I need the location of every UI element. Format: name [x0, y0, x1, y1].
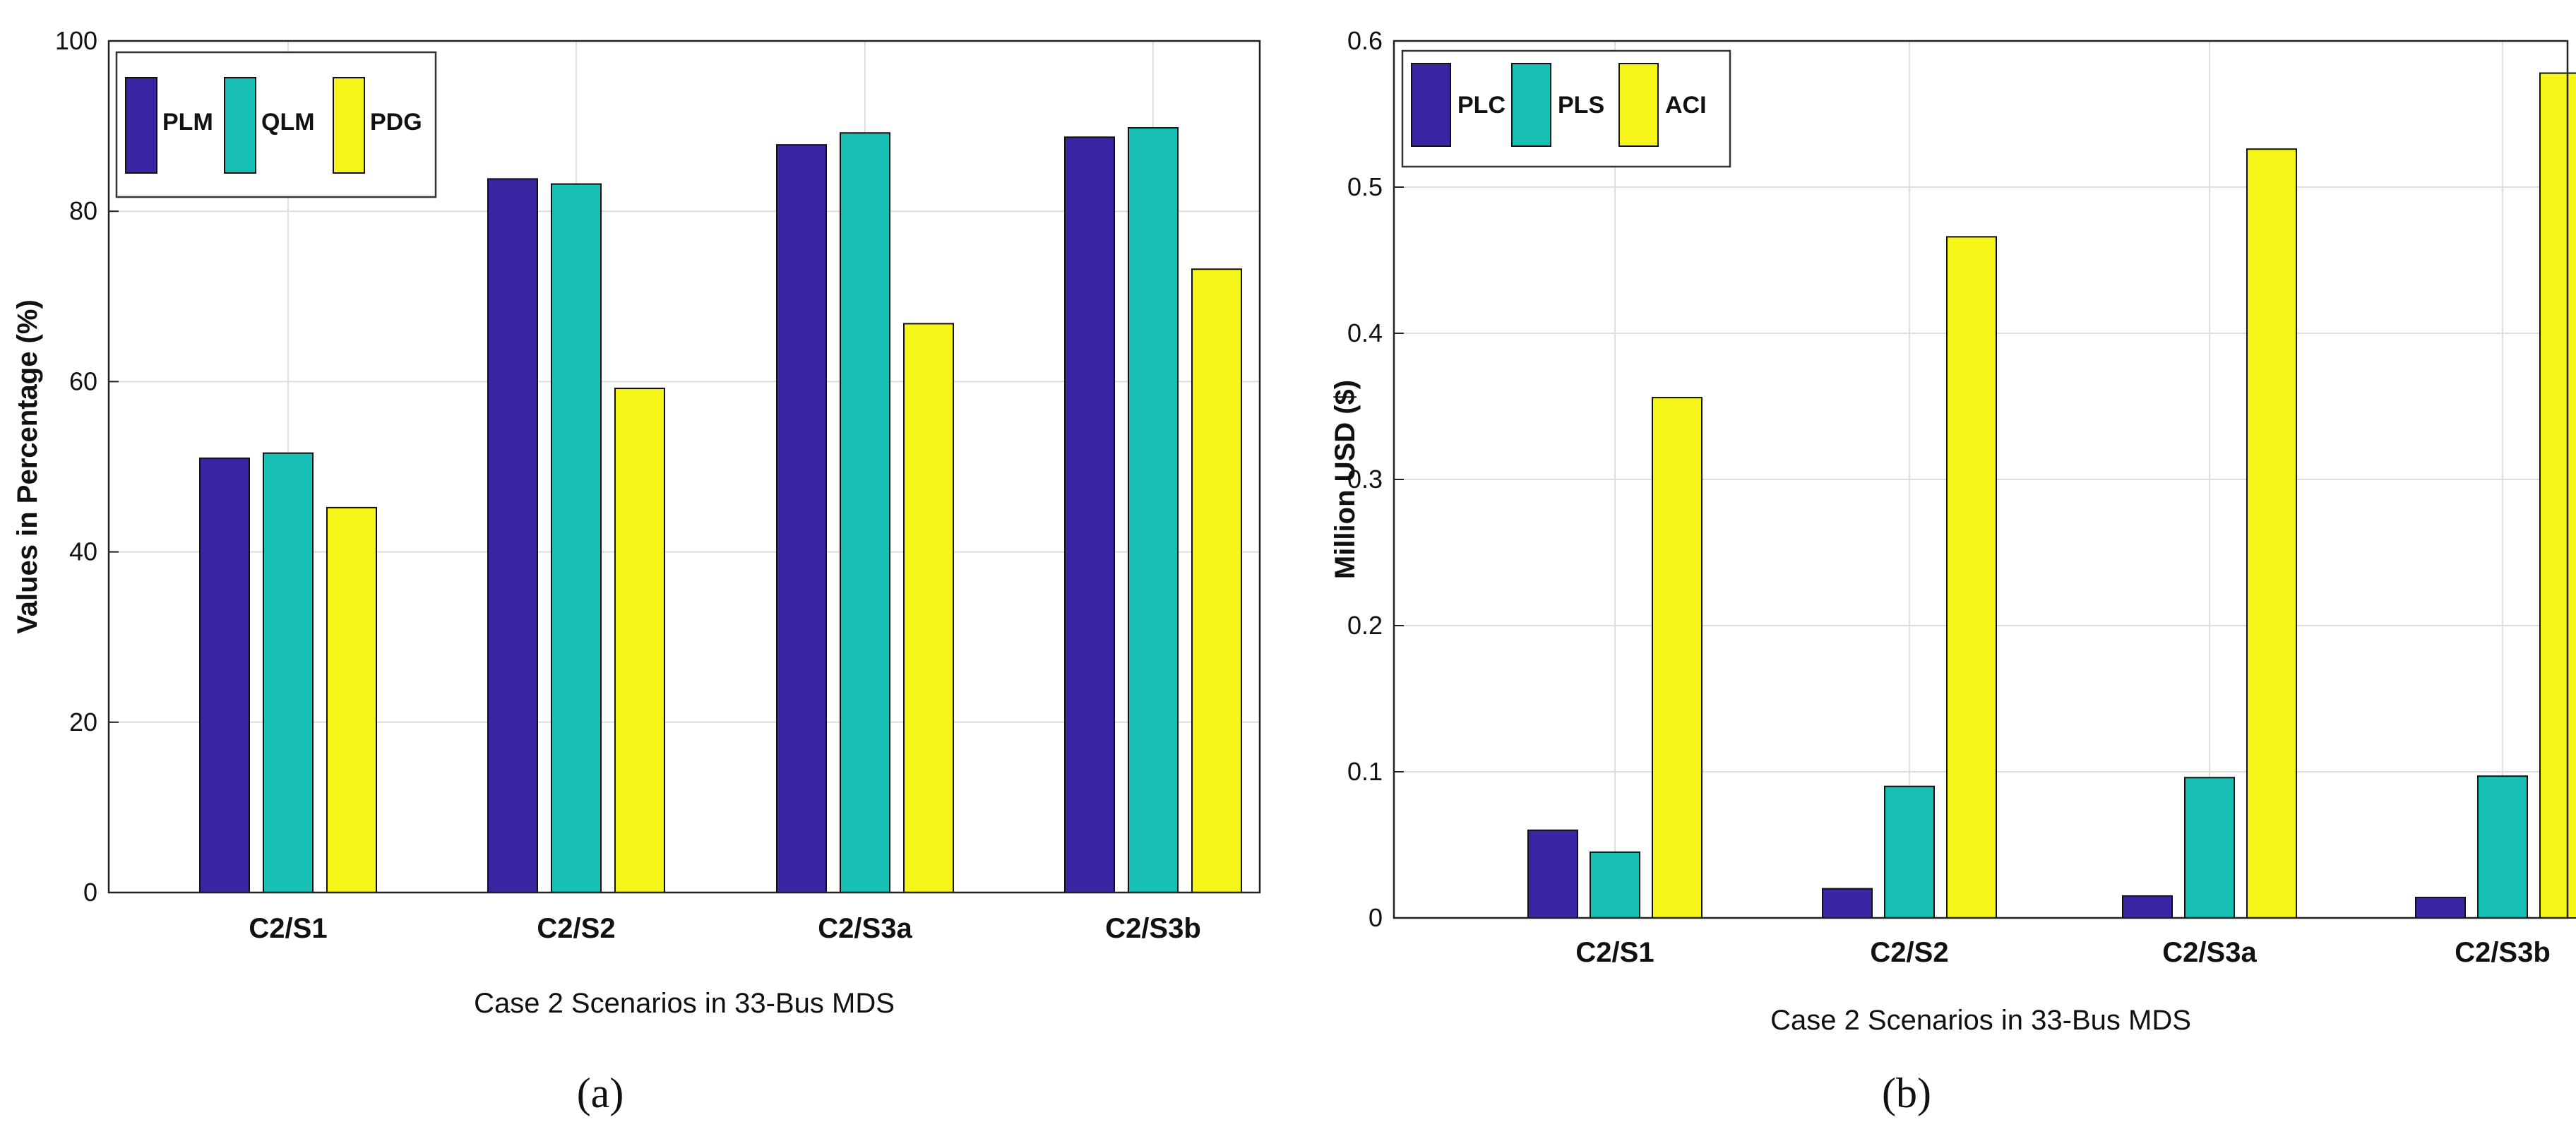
legend: PLC PLS ACI	[1401, 49, 1731, 168]
bar-pdg-c2-s2	[614, 388, 665, 893]
bar-pls-c2-s3a	[2184, 777, 2235, 919]
x-axis-label: Case 2 Scenarios in 33-Bus MDS	[474, 988, 895, 1019]
y-tick-label: 100	[55, 26, 97, 55]
y-tick-label: 60	[69, 366, 97, 395]
bar-qlm-c2-s1	[263, 452, 314, 893]
bar-pls-c2-s1	[1590, 851, 1640, 919]
x-tick-label: C2/S3a	[2162, 937, 2257, 968]
bar-aci-c2-s3b	[2539, 72, 2576, 919]
x-tick-label: C2/S1	[249, 913, 327, 944]
x-tick-label: C2/S3b	[1105, 913, 1201, 944]
x-axis-label: Case 2 Scenarios in 33-Bus MDS	[1770, 1005, 2191, 1036]
x-tick-label: C2/S2	[1870, 937, 1948, 968]
y-tick-label: 0	[83, 878, 97, 907]
y-tick-label: 20	[69, 708, 97, 736]
axes-frame	[1393, 40, 2569, 919]
y-tick-label: 0.6	[1347, 26, 1383, 55]
y-tick-label: 0.1	[1347, 757, 1383, 786]
x-tick-label: C2/S3a	[818, 913, 912, 944]
legend-label-plc: PLC	[1457, 92, 1505, 119]
legend-swatch-aci	[1618, 63, 1659, 147]
legend-label-plm: PLM	[162, 109, 213, 136]
y-tick-label: 0.4	[1347, 318, 1383, 347]
y-axis-label: Values in Percentage (%)	[12, 299, 43, 634]
legend-label-pdg: PDG	[370, 109, 422, 136]
bar-plm-c2-s3a	[776, 144, 827, 894]
bar-plc-c2-s2	[1822, 888, 1873, 919]
bar-aci-c2-s1	[1652, 397, 1703, 919]
x-tick-label: C2/S2	[537, 913, 615, 944]
legend-swatch-plc	[1411, 63, 1451, 147]
bar-pdg-c2-s3a	[903, 323, 954, 893]
panel-caption: (b)	[1882, 1070, 1931, 1116]
bar-pdg-c2-s1	[326, 506, 377, 893]
legend-swatch-plm	[125, 77, 157, 174]
y-tick-label: 0.3	[1347, 465, 1383, 494]
legend-box	[115, 51, 437, 198]
bar-plm-c2-s1	[199, 457, 250, 893]
bar-pls-c2-s3b	[2477, 775, 2528, 919]
y-axis-label: Million USD ($)	[1330, 380, 1361, 579]
bar-aci-c2-s3a	[2246, 148, 2297, 919]
bar-qlm-c2-s3a	[840, 132, 890, 893]
bar-qlm-c2-s3b	[1128, 127, 1179, 894]
bar-pls-c2-s2	[1884, 785, 1935, 919]
x-tick-label: C2/S3b	[2455, 937, 2551, 968]
bar-plm-c2-s2	[487, 178, 538, 893]
y-tick-label: 0	[1368, 903, 1383, 932]
axes-frame	[107, 40, 1261, 894]
y-tick-label: 0.5	[1347, 172, 1383, 201]
legend-label-aci: ACI	[1665, 92, 1707, 119]
legend-swatch-pdg	[333, 77, 365, 174]
bar-plc-c2-s3b	[2415, 897, 2466, 919]
y-tick-label: 80	[69, 196, 97, 225]
legend: PLM QLM PDG	[115, 51, 437, 198]
panel-caption: (a)	[577, 1070, 624, 1116]
bar-qlm-c2-s2	[551, 183, 602, 894]
legend-swatch-pls	[1511, 63, 1551, 147]
bar-plc-c2-s3a	[2122, 895, 2173, 919]
legend-label-pls: PLS	[1558, 92, 1604, 119]
y-tick-label: 40	[69, 537, 97, 566]
bar-pdg-c2-s3b	[1191, 268, 1242, 893]
bar-aci-c2-s2	[1946, 236, 1997, 919]
legend-swatch-qlm	[224, 77, 256, 174]
legend-label-qlm: QLM	[261, 109, 315, 136]
x-tick-label: C2/S1	[1575, 937, 1654, 968]
chart-panel-a: 0 20 40 60 80 100 C2/S1 C2/S2 C2/S3a C2/S3b Case 2…	[12, 26, 1261, 1116]
chart-panel-b: 0 0.1 0.2 0.3 0.4 0.5 0.6 C2/S1 C2/S2 C2/S3a C2/S3…	[1330, 26, 2576, 1116]
y-tick-label: 0.2	[1347, 611, 1383, 640]
legend-box	[1401, 49, 1731, 168]
bar-plm-c2-s3b	[1064, 136, 1115, 894]
bar-plc-c2-s1	[1527, 829, 1578, 919]
